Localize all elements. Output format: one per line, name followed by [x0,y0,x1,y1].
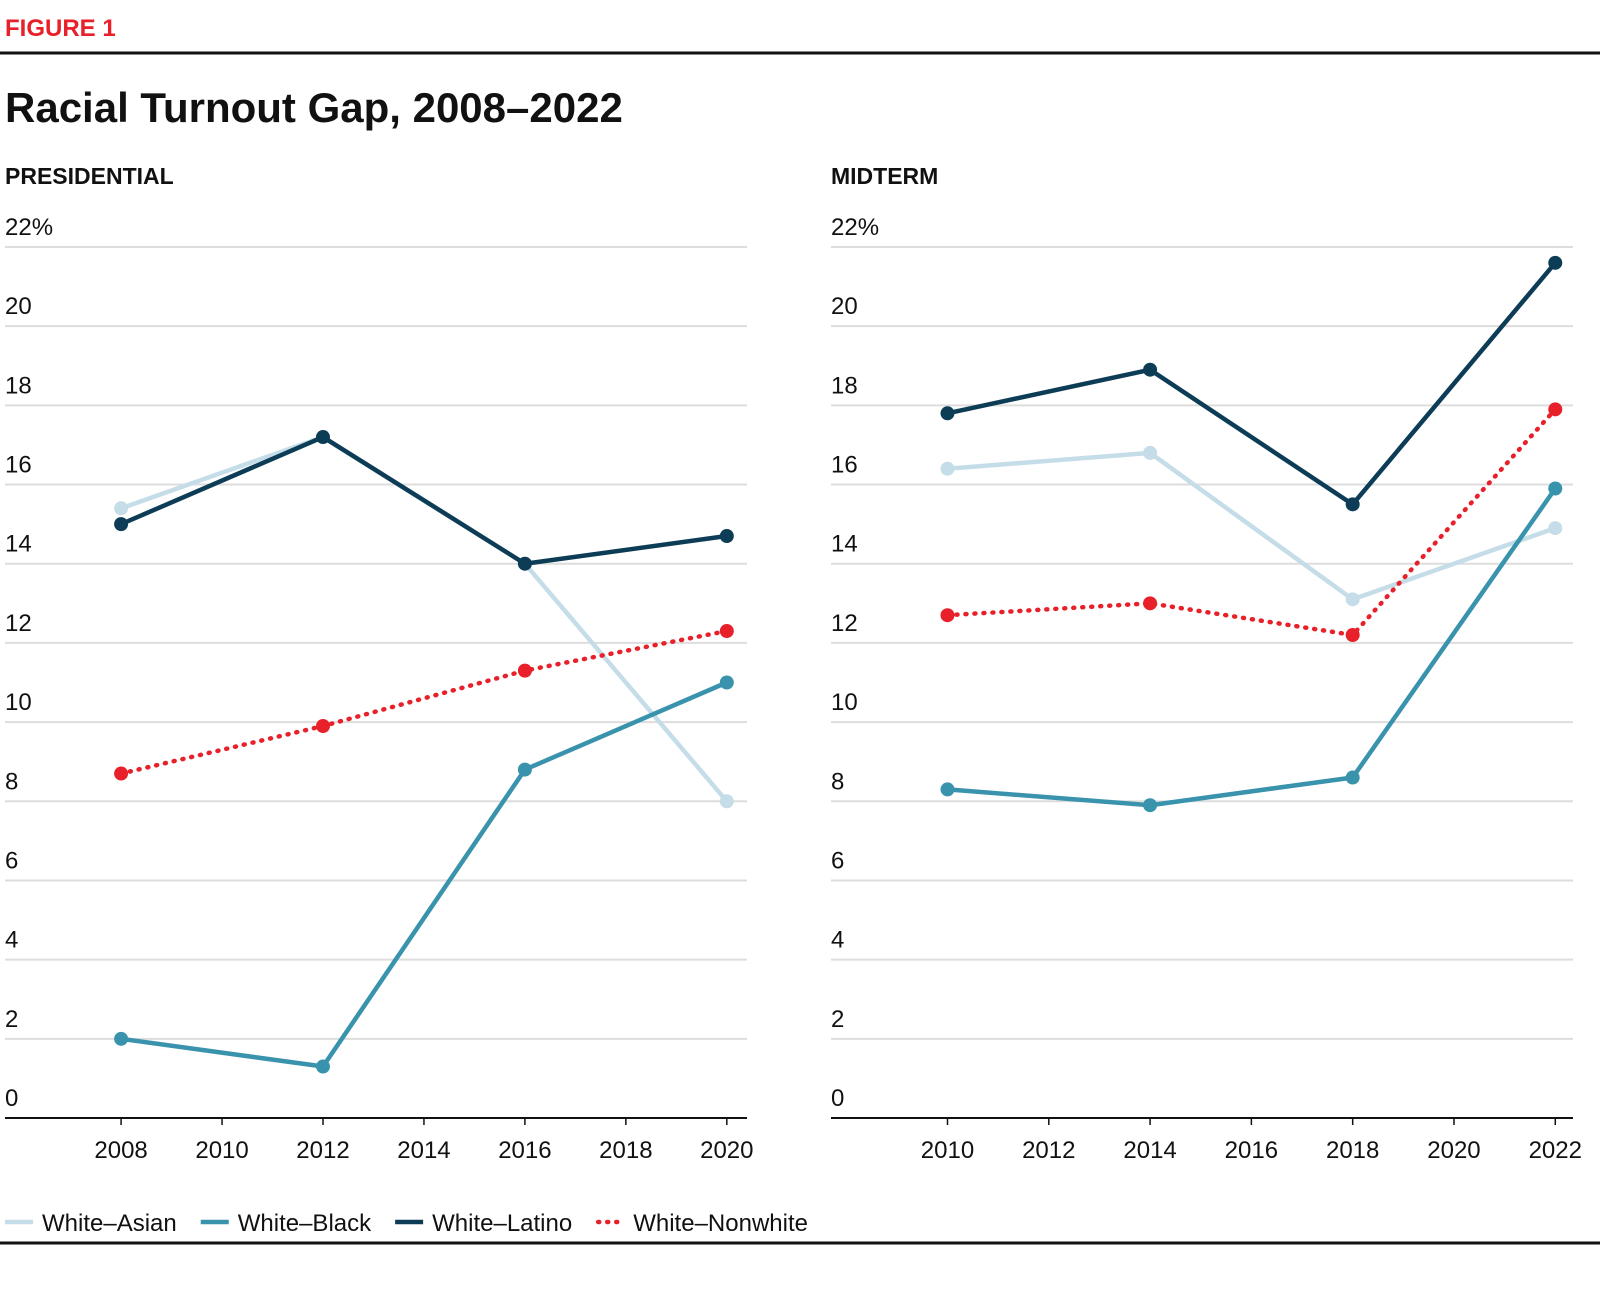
x-tick-label: 2018 [1326,1137,1379,1164]
y-tick-label: 0 [831,1085,844,1112]
y-tick-label: 2 [5,1006,18,1033]
data-point [1143,596,1158,611]
series-line [945,407,1558,638]
y-tick-label: 16 [5,452,32,479]
legend-label: White–Latino [432,1210,572,1237]
series-line [947,450,1557,602]
x-tick-label: 2020 [700,1137,753,1164]
x-tick-label: 2010 [921,1137,974,1164]
x-tick-label: 2016 [498,1137,551,1164]
data-point [1548,255,1563,270]
y-tick-label: 4 [5,927,18,954]
y-tick-label: 6 [5,847,18,874]
y-tick-label: 18 [831,372,858,399]
data-point [1345,497,1360,512]
x-tick-label: 2020 [1427,1137,1480,1164]
x-tick-label: 2010 [195,1137,248,1164]
y-tick-label: 0 [5,1085,18,1112]
x-tick-label: 2012 [296,1137,349,1164]
y-tick-label: 20 [831,293,858,320]
data-point [517,556,532,571]
series-line [947,487,1558,808]
panel-subtitle: MIDTERM [831,163,938,189]
data-point [1345,770,1360,785]
data-point [719,529,734,544]
data-point [1345,592,1360,607]
data-point [1143,445,1158,460]
legend-label: White–Nonwhite [633,1210,808,1237]
data-point [517,663,532,678]
x-tick-label: 2014 [397,1137,450,1164]
data-point [1548,402,1563,417]
y-tick-label: 8 [5,768,18,795]
data-point [1345,627,1360,642]
data-point [114,517,129,532]
x-tick-label: 2008 [94,1137,147,1164]
figure-label: FIGURE 1 [5,15,116,42]
data-point [940,608,955,623]
x-tick-label: 2014 [1123,1137,1176,1164]
data-point [940,461,955,476]
legend-label: White–Black [238,1210,372,1237]
data-point [517,762,532,777]
data-point [316,1059,330,1074]
data-point [719,675,734,690]
data-point [940,782,955,797]
y-tick-label: 4 [831,927,844,954]
series-line [120,434,728,566]
legend-label: White–Asian [42,1210,177,1237]
data-point [114,501,129,516]
series-line [947,261,1557,507]
title: Racial Turnout Gap, 2008–2022 [5,84,623,131]
x-tick-label: 2016 [1225,1137,1278,1164]
y-tick-label: 22% [5,214,53,241]
y-tick-label: 12 [831,610,858,637]
data-point [1548,481,1563,496]
x-tick-label: 2018 [599,1137,652,1164]
y-tick-label: 18 [5,372,32,399]
y-tick-label: 16 [831,452,858,479]
data-point [1143,362,1158,377]
y-tick-label: 2 [831,1006,844,1033]
data-point [1143,798,1158,813]
x-tick-label: 2012 [1022,1137,1075,1164]
data-point [316,719,330,734]
y-tick-label: 8 [831,768,844,795]
y-tick-label: 12 [5,610,32,637]
y-tick-label: 10 [5,689,32,716]
data-point [719,794,734,809]
y-tick-label: 14 [831,531,858,558]
data-point [114,766,129,781]
data-point [316,430,330,445]
series-line [120,434,729,803]
data-point [940,406,955,421]
y-tick-label: 22% [831,214,879,241]
y-tick-label: 20 [5,293,32,320]
series-line [120,680,728,1069]
y-tick-label: 6 [831,847,844,874]
data-point [719,624,734,639]
data-point [114,1031,129,1046]
series-line [118,628,730,776]
data-point [1548,521,1563,536]
y-tick-label: 10 [831,689,858,716]
x-tick-label: 2022 [1529,1137,1582,1164]
panel-subtitle: PRESIDENTIAL [5,163,174,189]
y-tick-label: 14 [5,531,32,558]
